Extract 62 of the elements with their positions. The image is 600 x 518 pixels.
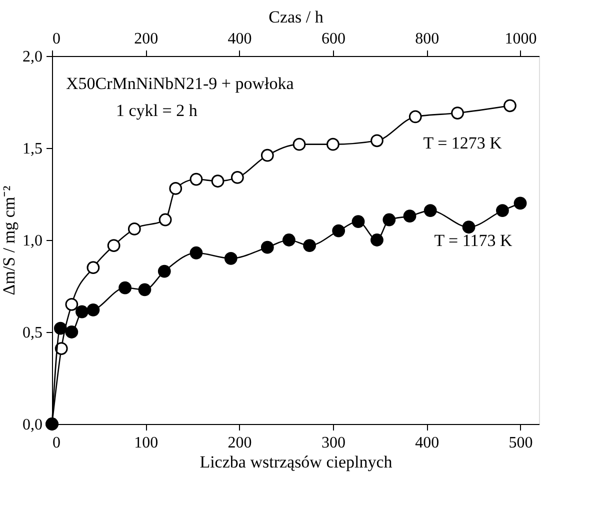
y-tick-label: 0,5 bbox=[22, 324, 42, 342]
point bbox=[118, 281, 132, 294]
point bbox=[86, 261, 100, 274]
point bbox=[292, 138, 306, 151]
point bbox=[65, 298, 78, 311]
x2-tick-label: 600 bbox=[321, 30, 346, 48]
point bbox=[158, 264, 171, 278]
y-tick-label: 1,5 bbox=[22, 140, 42, 158]
point bbox=[169, 182, 182, 195]
x2-axis-title: Czas / h bbox=[268, 8, 324, 26]
point bbox=[451, 106, 464, 120]
point bbox=[128, 222, 141, 236]
y-tick-label: 2,0 bbox=[22, 48, 42, 66]
x2-tick-label: 200 bbox=[134, 30, 158, 48]
point bbox=[107, 239, 120, 252]
point bbox=[260, 240, 274, 254]
point bbox=[54, 342, 68, 355]
point bbox=[514, 196, 527, 210]
point bbox=[424, 204, 437, 217]
x2-tick-label: 1000 bbox=[504, 30, 537, 48]
point bbox=[282, 234, 296, 246]
point bbox=[370, 134, 384, 148]
x2-tick-label: 0 bbox=[52, 30, 60, 48]
point bbox=[260, 148, 274, 162]
point bbox=[86, 303, 100, 316]
point bbox=[190, 246, 203, 260]
point bbox=[211, 174, 224, 188]
point bbox=[54, 322, 67, 335]
point bbox=[76, 305, 88, 318]
point bbox=[332, 224, 346, 238]
point bbox=[504, 99, 516, 112]
point bbox=[326, 138, 340, 151]
point bbox=[370, 234, 384, 246]
y-axis-title: Δm/S / mg cm⁻² bbox=[0, 186, 18, 296]
point bbox=[230, 171, 244, 184]
point bbox=[303, 239, 316, 252]
x-tick-label: 100 bbox=[134, 434, 158, 452]
x-axis-title: Liczba wstrząsów cieplnych bbox=[200, 452, 393, 472]
series-label: T = 1273 K bbox=[423, 134, 503, 153]
annotation: 1 cykl = 2 h bbox=[116, 101, 198, 120]
point bbox=[408, 110, 422, 124]
x-tick-label: 400 bbox=[415, 434, 440, 452]
point bbox=[403, 210, 416, 223]
point bbox=[224, 252, 238, 265]
series-label: T = 1173 K bbox=[434, 231, 513, 250]
point bbox=[190, 172, 203, 186]
y-tick-label: 1,0 bbox=[22, 232, 42, 250]
point bbox=[138, 283, 152, 296]
x-tick-label: 0 bbox=[52, 434, 60, 452]
point bbox=[382, 213, 396, 226]
x2-tick-label: 800 bbox=[415, 30, 440, 48]
x-tick-label: 300 bbox=[321, 434, 346, 452]
point bbox=[352, 215, 365, 228]
x-tick-label: 200 bbox=[228, 434, 252, 452]
point bbox=[65, 326, 78, 338]
point bbox=[496, 204, 509, 217]
x-tick-label: 500 bbox=[508, 434, 533, 452]
x2-tick-label: 400 bbox=[228, 30, 252, 48]
point bbox=[462, 220, 476, 234]
y-tick-label: 0,0 bbox=[22, 416, 42, 434]
point bbox=[158, 213, 172, 226]
annotation: X50CrMnNiNbN21-9 + powłoka bbox=[66, 74, 294, 93]
